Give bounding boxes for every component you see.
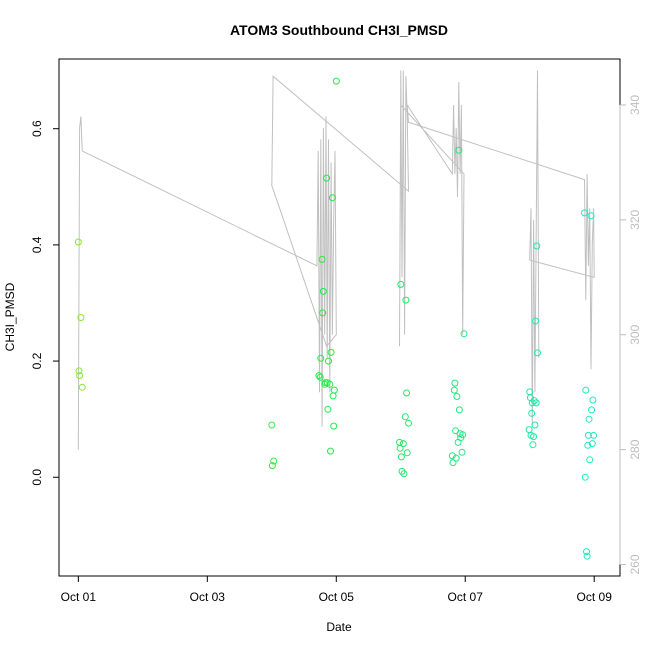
data-point [405,419,412,427]
data-point [402,296,410,304]
x-axis-label: Date [326,620,352,634]
data-point [581,209,588,217]
data-point [323,174,331,182]
data-point [329,392,337,400]
data-point [449,459,457,467]
data-point [270,457,278,465]
y2-tick-label: 340 [628,95,642,115]
data-point [321,379,329,387]
data-point [588,406,596,414]
data-point [75,367,83,375]
x-tick-label: Oct 05 [319,590,355,604]
y-tick-label: 0.0 [30,469,44,486]
data-point [583,552,591,560]
data-point [460,330,468,338]
data-point [590,431,598,439]
data-point [397,453,405,461]
data-point [328,194,336,202]
data-point [326,380,334,388]
data-point [325,357,332,365]
data-point [529,441,537,449]
data-point [531,421,539,429]
data-point [324,405,332,413]
data-point [450,386,458,394]
data-point [268,421,276,429]
data-point [403,449,411,457]
data-point [330,386,338,394]
data-point [318,255,326,263]
data-point [533,242,541,250]
data-point [319,309,327,317]
data-point [585,415,593,423]
data-point [534,349,541,357]
data-point [401,413,409,421]
data-point [397,280,405,288]
data-point [586,456,594,464]
y2-tick-label: 300 [628,324,642,344]
data-point [532,317,539,325]
y-axis-label: CH3I_PMSD [3,282,17,351]
data-point [448,452,456,460]
altitude-line [77,70,595,450]
data-point [315,372,323,380]
y-axis: 0.0 0.2 0.4 0.6 [30,120,60,486]
data-point [396,438,403,446]
data-point [530,397,538,405]
data-point [584,441,592,449]
y2-tick-label: 320 [628,210,642,230]
y-tick-label: 0.2 [30,352,44,369]
secondary-y-axis: 260 280 300 320 340 [619,95,642,575]
data-point [400,470,408,478]
data-point [78,383,86,391]
data-point [589,396,597,404]
y2-tick-label: 280 [628,439,642,459]
data-point [396,444,404,452]
data-point [530,433,538,441]
data-point [459,431,467,439]
altitude-line-layer [77,70,595,450]
data-point [525,426,533,434]
x-tick-label: Oct 01 [61,590,97,604]
data-point [327,348,335,356]
y-tick-label: 0.6 [30,120,44,137]
data-point [528,399,536,407]
data-point [452,454,460,462]
data-point [319,287,327,295]
data-point [403,389,411,397]
points-layer [74,77,598,560]
data-point [455,146,463,154]
data-point [330,422,338,430]
x-axis: Oct 01 Oct 03 Oct 05 Oct 07 Oct 09 [61,575,613,604]
data-point [582,386,590,394]
data-point [528,409,536,417]
x-tick-label: Oct 07 [448,590,484,604]
data-point [583,548,590,556]
y-tick-label: 0.4 [30,236,44,253]
x-tick-label: Oct 09 [577,590,613,604]
data-point [588,440,596,448]
data-point [332,77,340,85]
data-point [587,212,595,220]
data-point [399,440,407,448]
data-point [77,314,85,321]
data-point [74,238,82,246]
data-point [453,393,461,400]
y2-tick-label: 260 [628,554,642,574]
data-point [317,354,325,362]
data-point [532,399,540,407]
x-tick-label: Oct 03 [190,590,226,604]
data-point [268,462,276,470]
data-point [327,447,334,455]
data-point [455,406,463,414]
data-point [76,372,84,380]
data-point [581,473,589,481]
data-point [451,379,459,387]
data-point [316,373,324,381]
data-point [458,448,466,456]
chart-title: ATOM3 Southbound CH3I_PMSD [230,22,448,38]
data-point [584,431,592,439]
